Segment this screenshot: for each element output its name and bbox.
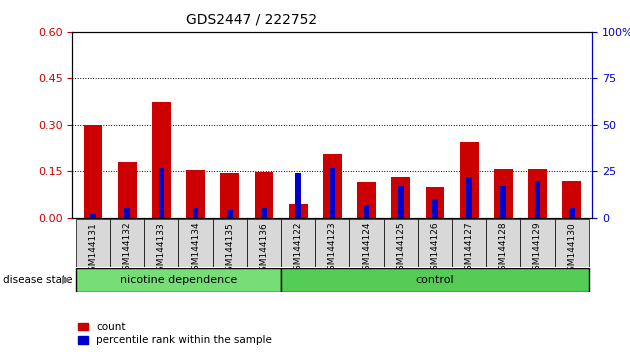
Bar [178,219,213,267]
Bar [384,219,418,267]
Bar [425,187,444,218]
Text: GSM144136: GSM144136 [260,222,268,276]
Bar [295,173,301,218]
Bar [90,214,96,218]
Text: nicotine dependence: nicotine dependence [120,275,237,285]
Bar [535,181,541,218]
Bar [84,125,102,218]
Text: GSM144130: GSM144130 [567,222,576,276]
Bar [528,169,547,218]
Bar [281,268,589,292]
Bar [247,219,281,267]
Bar [124,209,130,218]
Bar [220,173,239,218]
Bar [213,219,247,267]
Bar [432,199,438,218]
Text: GSM144124: GSM144124 [362,222,371,276]
Text: GSM144131: GSM144131 [88,222,98,276]
Text: GSM144123: GSM144123 [328,222,337,276]
Bar [261,209,266,218]
Bar [554,219,589,267]
Bar [452,219,486,267]
Bar [110,219,144,267]
Text: GSM144135: GSM144135 [226,222,234,276]
Bar [350,219,384,267]
Text: GSM144129: GSM144129 [533,222,542,276]
Text: disease state: disease state [3,275,72,285]
Bar [315,219,350,267]
Bar [118,162,137,218]
Legend: count, percentile rank within the sample: count, percentile rank within the sample [77,322,272,345]
Text: GSM144134: GSM144134 [191,222,200,276]
Bar [186,170,205,218]
Text: GSM144133: GSM144133 [157,222,166,276]
Bar [486,219,520,267]
Bar [357,182,376,218]
Bar [520,219,554,267]
Bar [500,186,506,218]
Text: GSM144126: GSM144126 [430,222,439,276]
Text: GDS2447 / 222752: GDS2447 / 222752 [186,12,318,27]
Bar [281,219,315,267]
Bar [569,209,575,218]
Bar [159,167,164,218]
Bar [398,186,404,218]
Bar [364,205,369,218]
Bar [76,268,281,292]
Text: ▶: ▶ [62,275,70,285]
Bar [193,209,198,218]
Text: control: control [416,275,454,285]
Bar [255,172,273,218]
Bar [466,177,472,218]
Bar [391,177,410,218]
Bar [144,219,178,267]
Text: GSM144125: GSM144125 [396,222,405,276]
Bar [460,142,479,218]
Text: GSM144122: GSM144122 [294,222,302,276]
Bar [418,219,452,267]
Bar [227,210,232,218]
Bar [563,181,581,218]
Bar [76,219,110,267]
Bar [323,154,341,218]
Bar [494,169,513,218]
Text: GSM144132: GSM144132 [123,222,132,276]
Text: GSM144127: GSM144127 [464,222,474,276]
Bar [329,167,335,218]
Bar [152,102,171,218]
Text: GSM144128: GSM144128 [499,222,508,276]
Bar [289,204,307,218]
